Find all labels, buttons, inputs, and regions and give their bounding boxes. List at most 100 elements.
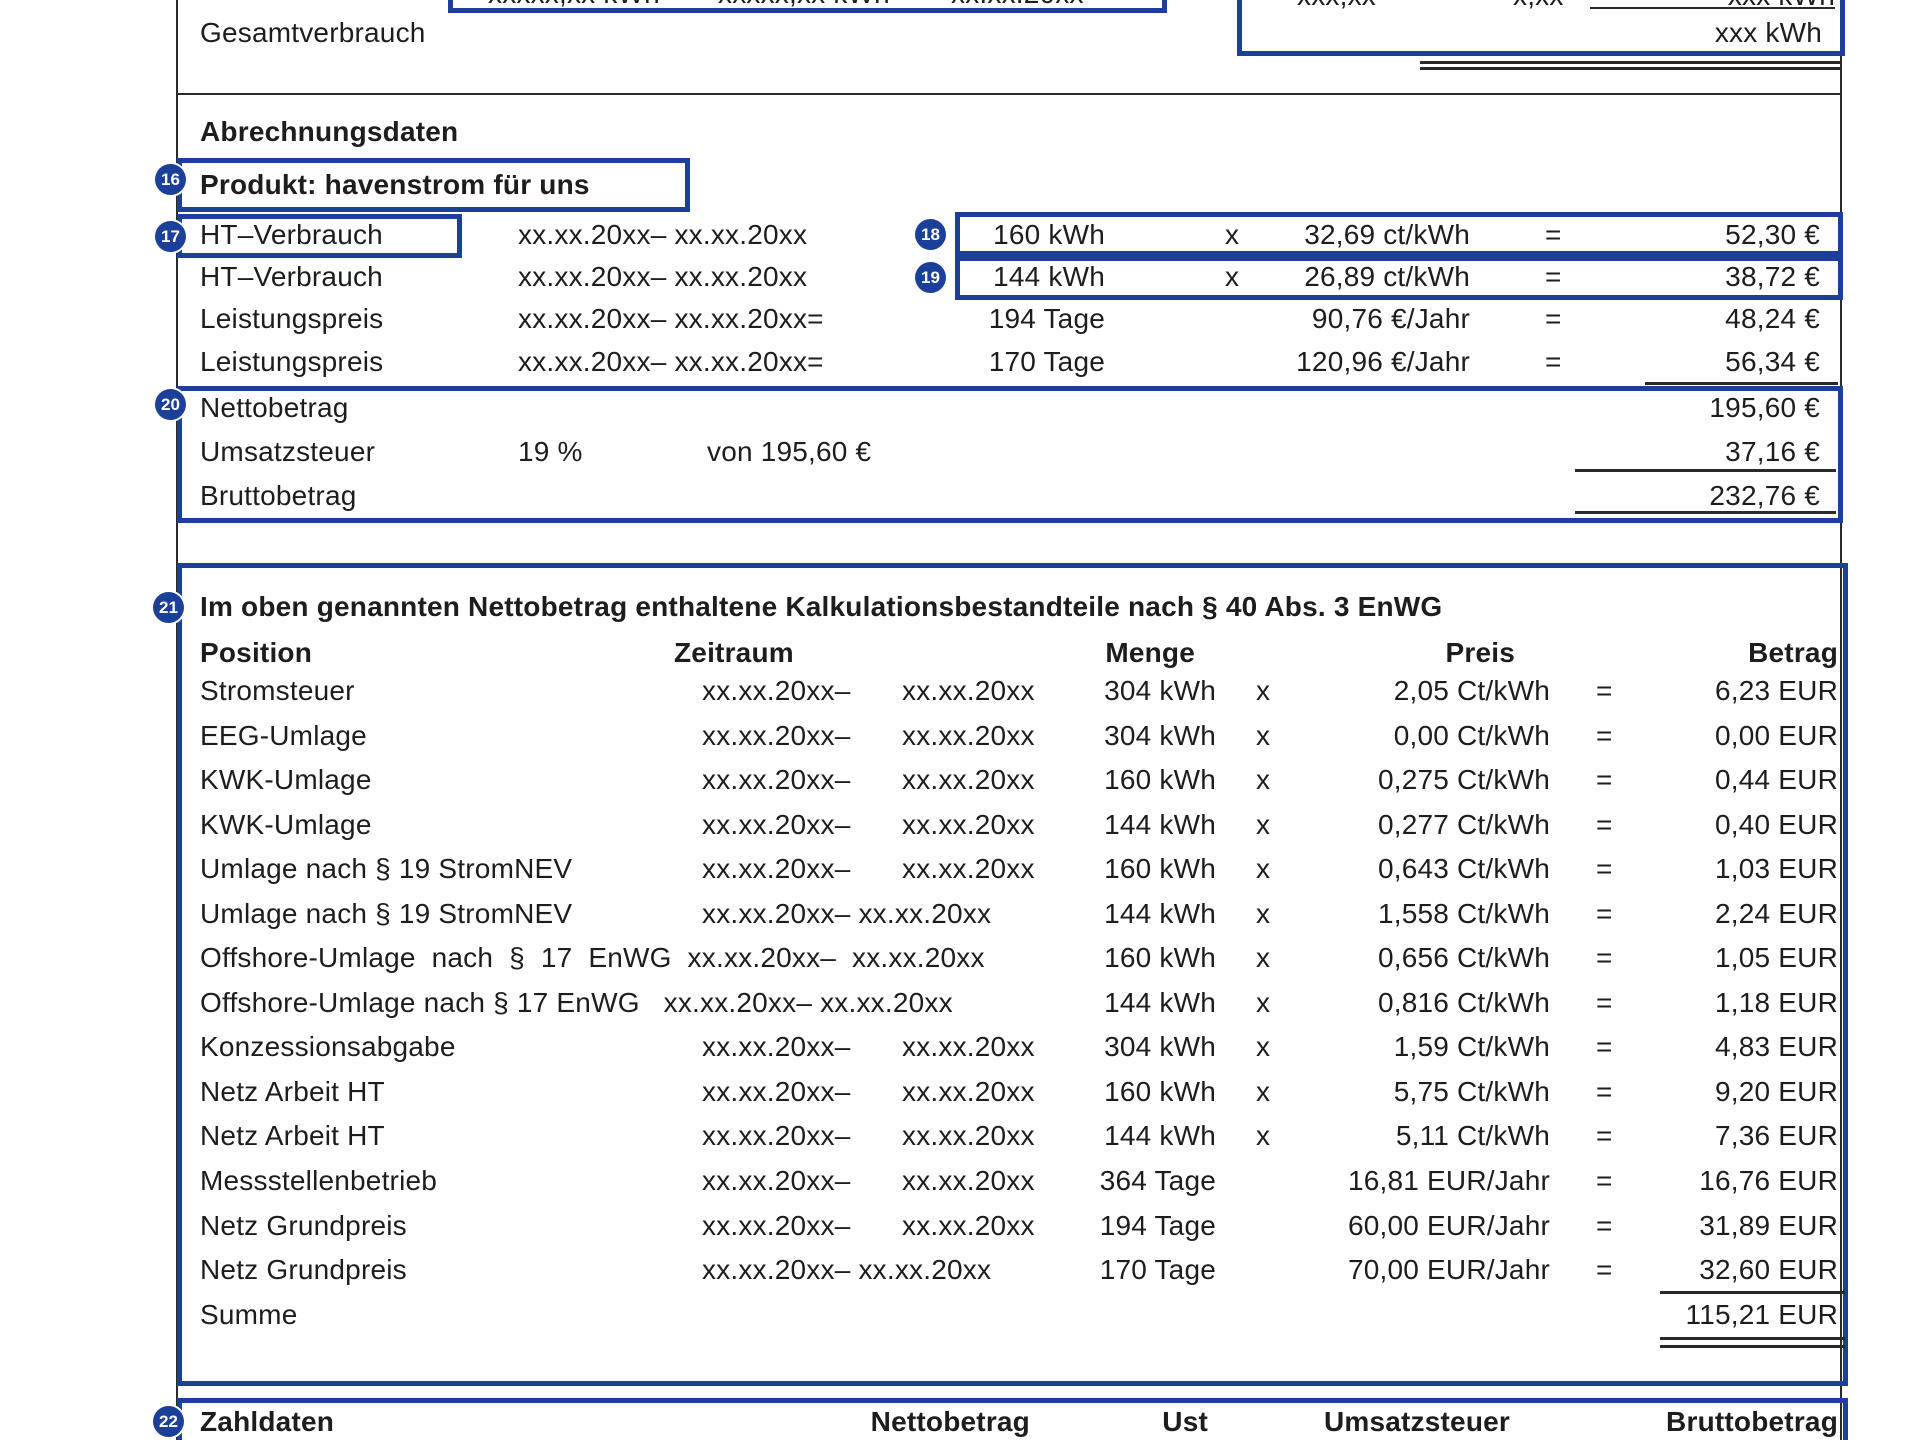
- cell-equals: =: [1596, 1120, 1613, 1152]
- cell-position: KWK-Umlage: [200, 764, 372, 796]
- brutto-label: Bruttobetrag: [200, 480, 357, 511]
- cell-zeitraum-from: xx.xx.20xx–: [702, 1075, 851, 1107]
- cell-menge: 144 kWh: [1104, 808, 1216, 840]
- cell-menge: 304 kWh: [1104, 675, 1216, 706]
- netto-label: Nettobetrag: [200, 392, 349, 423]
- cell-position: Netz Grundpreis: [200, 1254, 407, 1286]
- row-menge: 170 Tage: [988, 346, 1105, 377]
- table-row: Konzessionsabgabe xx.xx.20xx– xx.xx.20xx…: [0, 1025, 1920, 1070]
- cell-zeitraum-from: xx.xx.20xx–: [702, 1031, 851, 1063]
- summe-double-underline: [1660, 1345, 1845, 1348]
- cell-zeitraum-from: xx.xx.20xx–: [702, 853, 851, 885]
- zahldaten-header: Zahldaten: [200, 1406, 335, 1437]
- cell-multiplier: x: [1256, 1075, 1271, 1107]
- cell-zeitraum-to: xx.xx.20xx: [902, 808, 1035, 840]
- row-label: HT–Verbrauch: [200, 261, 383, 292]
- cell-position: Netz Arbeit HT: [200, 1120, 385, 1152]
- cell-betrag: 6,23 EUR: [1715, 675, 1838, 706]
- truncated-meter-date: xx.xx.20xx: [951, 0, 1084, 8]
- cell-menge: 160 kWh: [1104, 1075, 1216, 1107]
- cell-betrag: 32,60 EUR: [1699, 1254, 1838, 1286]
- page-border-right: [1840, 0, 1842, 1440]
- cell-zeitraum-to: xx.xx.20xx: [902, 853, 1035, 885]
- cell-zeitraum-from: xx.xx.20xx–: [702, 808, 851, 840]
- row-equals: =: [1545, 346, 1562, 377]
- cell-position: Umlage nach § 19 StromNEV: [200, 897, 573, 929]
- row-equals: =: [1545, 261, 1562, 292]
- cell-multiplier: x: [1256, 1031, 1271, 1063]
- cell-position: EEG-Umlage: [200, 719, 367, 751]
- annotation-box-ht-calc-1: [955, 212, 1843, 256]
- cell-zeitraum-to: xx.xx.20xx: [902, 1209, 1035, 1241]
- cell-zeitraum-from: xx.xx.20xx– xx.xx.20xx: [702, 1254, 992, 1286]
- callout-20: 20: [155, 389, 186, 420]
- cell-betrag: 1,18 EUR: [1715, 986, 1838, 1018]
- cell-preis: 1,558 Ct/kWh: [1377, 897, 1550, 929]
- row-menge: 194 Tage: [988, 303, 1105, 334]
- cell-betrag: 2,24 EUR: [1715, 897, 1838, 929]
- cell-betrag: 0,44 EUR: [1715, 764, 1838, 796]
- row-preis: 26,89 ct/kWh: [1304, 261, 1470, 292]
- row-equals: =: [1545, 219, 1562, 250]
- cell-equals: =: [1596, 719, 1613, 751]
- cell-multiplier: x: [1256, 1120, 1271, 1152]
- cell-zeitraum-to: xx.xx.20xx: [902, 1120, 1035, 1152]
- table-row: KWK-Umlage xx.xx.20xx– xx.xx.20xx 144 kW…: [0, 803, 1920, 848]
- truncated-amount: xxx kWh: [1728, 0, 1835, 14]
- cell-menge: 144 kWh: [1104, 1120, 1216, 1152]
- table-row: Netz Arbeit HT xx.xx.20xx– xx.xx.20xx 16…: [0, 1070, 1920, 1115]
- truncated-meter-value: xxxxx,xx kWh: [488, 0, 660, 8]
- cell-preis: 70,00 EUR/Jahr: [1347, 1254, 1550, 1286]
- cell-betrag: 0,00 EUR: [1715, 719, 1838, 751]
- cell-multiplier: x: [1256, 942, 1271, 974]
- row-label: Leistungspreis: [200, 303, 384, 334]
- cell-menge: 194 Tage: [1099, 1209, 1216, 1241]
- cell-betrag: 16,76 EUR: [1699, 1165, 1838, 1197]
- truncated-amount: xxx,xx: [1297, 0, 1376, 14]
- cell-position: Umlage nach § 19 StromNEV: [200, 853, 573, 885]
- cell-equals: =: [1596, 1031, 1613, 1063]
- cell-equals: =: [1596, 675, 1613, 706]
- callout-19: 19: [915, 262, 946, 293]
- cell-zeitraum-to: xx.xx.20xx: [902, 719, 1035, 751]
- cell-zeitraum-to: xx.xx.20xx: [902, 675, 1035, 706]
- cell-equals: =: [1596, 764, 1613, 796]
- cell-betrag: 7,36 EUR: [1715, 1120, 1838, 1152]
- brutto-value: 232,76 €: [1709, 480, 1820, 511]
- row-betrag: 38,72 €: [1725, 261, 1820, 292]
- cell-equals: =: [1596, 986, 1613, 1018]
- cell-preis: 0,656 Ct/kWh: [1377, 942, 1550, 974]
- table-row: Umlage nach § 19 StromNEV xx.xx.20xx– xx…: [0, 847, 1920, 892]
- zahldaten-header-umsatzsteuer: Umsatzsteuer: [1323, 1406, 1510, 1437]
- cell-preis: 2,05 Ct/kWh: [1393, 675, 1550, 706]
- cell-preis: 0,275 Ct/kWh: [1377, 764, 1550, 796]
- cell-preis: 0,816 Ct/kWh: [1377, 986, 1550, 1018]
- abrechnungsdaten-heading: Abrechnungsdaten: [200, 116, 459, 147]
- annotation-box-consumption: xxx,xx x,xx xxx kWh xxx kWh: [1237, 0, 1845, 56]
- value-underline: [1590, 7, 1835, 9]
- row-zeitraum: xx.xx.20xx– xx.xx.20xx=: [518, 303, 824, 334]
- cell-zeitraum-from: xx.xx.20xx–: [702, 675, 851, 706]
- row-label: HT–Verbrauch: [200, 219, 383, 250]
- cell-preis: 16,81 EUR/Jahr: [1347, 1165, 1550, 1197]
- table-row: Netz Grundpreis xx.xx.20xx– xx.xx.20xx 1…: [0, 1204, 1920, 1249]
- annotation-box-summenblock: [177, 386, 1843, 523]
- zahldaten-header-nettobetrag: Nettobetrag: [870, 1406, 1030, 1437]
- table-row: EEG-Umlage xx.xx.20xx– xx.xx.20xx 304 kW…: [0, 714, 1920, 759]
- cell-betrag: 9,20 EUR: [1715, 1075, 1838, 1107]
- row-multiplier: x: [1225, 261, 1240, 292]
- cell-position: Summe: [200, 1298, 298, 1330]
- row-zeitraum: xx.xx.20xx– xx.xx.20xx=: [518, 346, 824, 377]
- cell-equals: =: [1596, 942, 1613, 974]
- table-row: KWK-Umlage xx.xx.20xx– xx.xx.20xx 160 kW…: [0, 758, 1920, 803]
- col-header-zeitraum: Zeitraum: [674, 637, 794, 668]
- cell-menge: 160 kWh: [1104, 853, 1216, 885]
- cell-betrag: 1,03 EUR: [1715, 853, 1838, 885]
- row-menge: 160 kWh: [993, 219, 1105, 250]
- annotation-box-ht-calc-2: [955, 256, 1843, 300]
- ust-basis: von 195,60 €: [707, 436, 872, 467]
- annotation-box-kalkulation: [177, 563, 1848, 1386]
- cell-zeitraum-to: xx.xx.20xx: [902, 764, 1035, 796]
- cell-betrag: 4,83 EUR: [1715, 1031, 1838, 1063]
